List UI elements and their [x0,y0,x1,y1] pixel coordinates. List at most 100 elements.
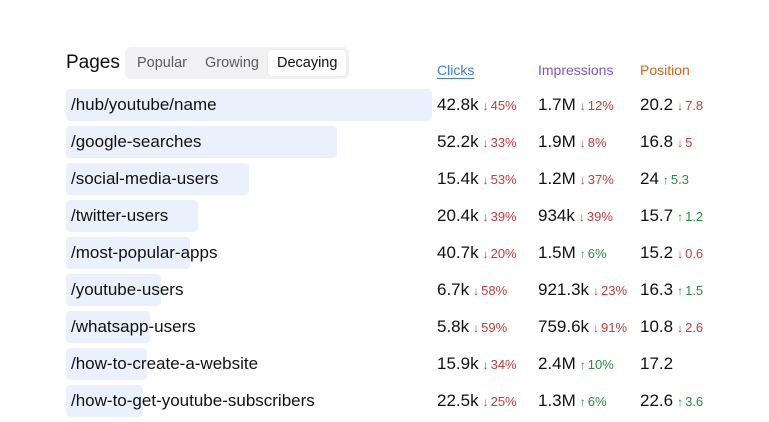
arrow-down-icon: ↓ [578,210,585,224]
clicks-cell: 5.8k ↓ 59% [437,317,507,337]
impressions-cell: 759.6k ↓ 91% [538,317,627,337]
clicks-cell-value: 42.8k [437,95,479,114]
page-path-link[interactable]: /most-popular-apps [71,243,218,262]
clicks-cell: 42.8k ↓ 45% [437,95,517,115]
tab-decaying[interactable]: Decaying [267,50,347,76]
impressions-cell: 1.5M ↑ 6% [538,243,607,263]
position-cell-change: ↑ 5.3 [663,172,689,187]
position-cell-change: ↑ 1.2 [677,209,703,224]
page-path-link[interactable]: /how-to-get-youtube-subscribers [71,391,315,410]
clicks-cell-value: 5.8k [437,317,470,336]
impressions-cell: 1.9M ↓ 8% [538,132,607,152]
tab-popular[interactable]: Popular [137,55,187,71]
position-cell-value: 16.8 [640,132,674,151]
position-cell-change: ↑ 1.5 [677,283,703,298]
arrow-down-icon: ↓ [482,358,489,372]
position-cell: 16.3 ↑ 1.5 [640,280,703,300]
arrow-up-icon: ↑ [662,173,669,187]
table-row[interactable]: /youtube-users 6.7k ↓ 58% 921.3k ↓ 23% 16.3 ↑ 1.5 [0,274,769,311]
impressions-cell-value: 1.2M [538,169,576,188]
clicks-cell-value: 52.2k [437,132,479,151]
impressions-cell-change-text: 6% [587,394,607,409]
position-cell-change: ↓ 5 [677,135,692,150]
page-path-link[interactable]: /google-searches [71,132,202,151]
arrow-down-icon: ↓ [482,173,489,187]
page-path-link[interactable]: /whatsapp-users [71,317,196,336]
table-row[interactable]: /whatsapp-users 5.8k ↓ 59% 759.6k ↓ 91% 10.8 ↓ 2.… [0,311,769,348]
impressions-cell-change-text: 10% [587,357,614,372]
impressions-cell-value: 934k [538,206,575,225]
position-cell-change-text: 0.6 [685,246,704,261]
impressions-cell-change: ↓ 39% [579,209,613,224]
arrow-up-icon: ↑ [579,358,586,372]
arrow-down-icon: ↓ [579,136,586,150]
row-bar [66,274,161,306]
position-cell: 16.8 ↓ 5 [640,132,692,152]
position-cell: 15.7 ↑ 1.2 [640,206,703,226]
position-cell-value: 15.2 [640,243,674,262]
arrow-up-icon: ↑ [579,247,586,261]
clicks-cell-change-text: 45% [490,98,517,113]
page-path-link[interactable]: /hub/youtube/name [71,95,217,114]
position-cell-value: 15.7 [640,206,674,225]
clicks-column-header[interactable]: Clicks [437,62,475,78]
impressions-cell-change: ↓ 37% [580,172,614,187]
row-bar [66,200,198,232]
impressions-cell-change-text: 6% [587,246,607,261]
arrow-down-icon: ↓ [579,173,586,187]
page-path-link[interactable]: /how-to-create-a-website [71,354,259,373]
arrow-down-icon: ↓ [482,395,489,409]
impressions-cell-value: 1.5M [538,243,576,262]
table-row[interactable]: /social-media-users 15.4k ↓ 53% 1.2M ↓ 37% 24 ↑ 5… [0,163,769,200]
arrow-down-icon: ↓ [473,284,480,298]
impressions-cell-change: ↓ 91% [593,320,627,335]
impressions-cell-change: ↓ 23% [593,283,627,298]
page-path-link[interactable]: /youtube-users [71,280,184,299]
table-row[interactable]: /google-searches 52.2k ↓ 33% 1.9M ↓ 8% 16.8 ↓ 5 [0,126,769,163]
clicks-cell: 15.4k ↓ 53% [437,169,517,189]
arrow-down-icon: ↓ [593,284,600,298]
impressions-cell-change: ↑ 6% [580,246,607,261]
clicks-cell: 22.5k ↓ 25% [437,391,517,411]
section-title: Pages [66,52,120,73]
pages-table: /hub/youtube/name 42.8k ↓ 45% 1.7M ↓ 12% 20.2 ↓ 7… [0,89,769,422]
position-cell-change-text: 1.5 [685,283,704,298]
position-cell-value: 10.8 [640,317,674,336]
position-cell-change-text: 3.6 [685,394,704,409]
impressions-cell-change-text: 8% [587,135,607,150]
impressions-cell-change: ↑ 10% [580,357,614,372]
table-row[interactable]: /how-to-get-youtube-subscribers 22.5k ↓ 25%… [0,385,769,422]
table-row[interactable]: /most-popular-apps 40.7k ↓ 20% 1.5M ↑ 6% 15.2 ↓ 0… [0,237,769,274]
clicks-cell-change: ↓ 39% [483,209,517,224]
position-cell: 24 ↑ 5.3 [640,169,689,189]
clicks-cell-change-text: 53% [490,172,517,187]
tab-growing[interactable]: Growing [204,55,259,71]
impressions-cell: 2.4M ↑ 10% [538,354,614,374]
table-row[interactable]: /hub/youtube/name 42.8k ↓ 45% 1.7M ↓ 12% 20.2 ↓ 7… [0,89,769,126]
clicks-cell-change: ↓ 53% [483,172,517,187]
clicks-cell-change: ↓ 45% [483,98,517,113]
table-row[interactable]: /how-to-create-a-website 15.9k ↓ 34% 2.4M ↑ 10… [0,348,769,385]
impressions-cell-change: ↓ 8% [580,135,607,150]
position-cell-change-text: 5.3 [670,172,689,187]
position-cell-value: 16.3 [640,280,674,299]
arrow-down-icon: ↓ [677,321,684,335]
page-path-link[interactable]: /twitter-users [71,206,169,225]
position-cell-change-text: 2.6 [685,320,704,335]
clicks-cell: 40.7k ↓ 20% [437,243,517,263]
position-cell-change-text: 5 [685,135,693,150]
position-column-header[interactable]: Position [640,62,690,78]
impressions-cell-change-text: 23% [601,283,628,298]
arrow-down-icon: ↓ [677,136,684,150]
impressions-cell-value: 759.6k [538,317,590,336]
arrow-up-icon: ↑ [579,395,586,409]
table-row[interactable]: /twitter-users 20.4k ↓ 39% 934k ↓ 39% 15.7 ↑ 1.2 [0,200,769,237]
arrow-down-icon: ↓ [482,247,489,261]
arrow-up-icon: ↑ [677,395,684,409]
arrow-down-icon: ↓ [482,136,489,150]
page-path-link[interactable]: /social-media-users [71,169,219,188]
impressions-column-header[interactable]: Impressions [538,62,614,78]
position-cell-change-text: 7.8 [685,98,704,113]
impressions-cell-value: 2.4M [538,354,576,373]
clicks-cell-value: 22.5k [437,391,479,410]
